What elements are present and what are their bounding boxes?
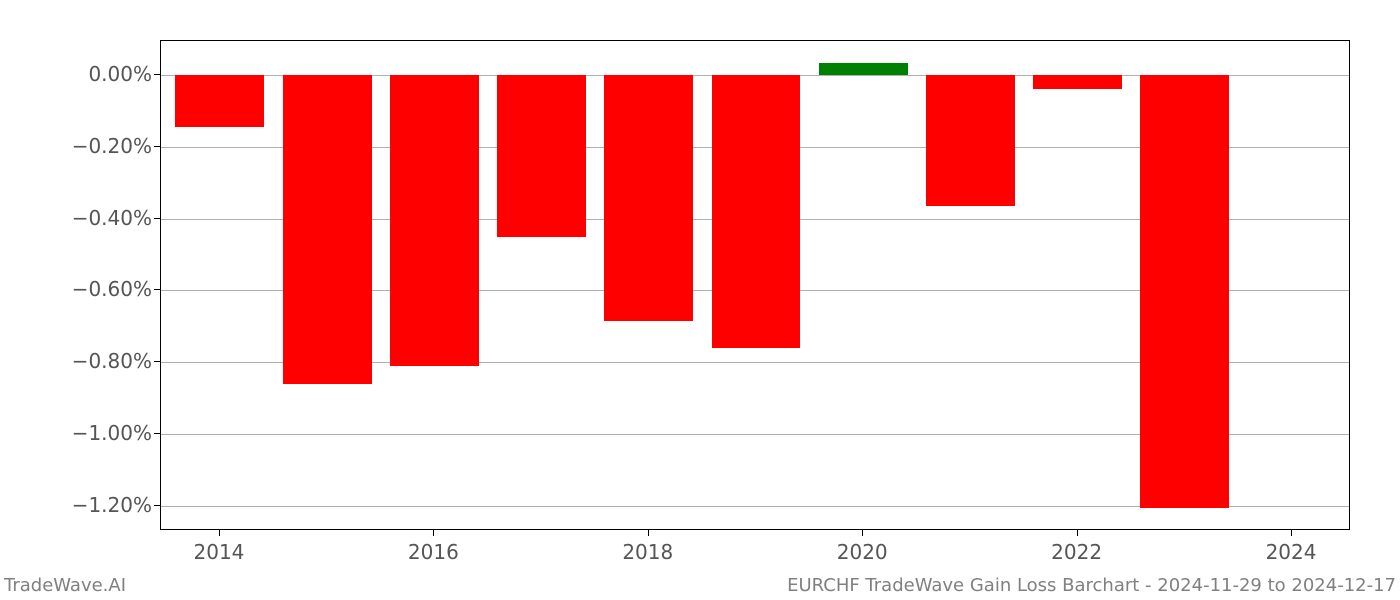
y-tick-label: −0.40% xyxy=(72,206,152,230)
y-tick-mark xyxy=(154,146,160,147)
y-tick-label: −0.20% xyxy=(72,134,152,158)
y-tick-mark xyxy=(154,74,160,75)
bar xyxy=(283,75,372,384)
y-tick-mark xyxy=(154,289,160,290)
bar xyxy=(926,75,1015,206)
x-tick-label: 2018 xyxy=(622,540,673,564)
y-tick-label: −0.60% xyxy=(72,277,152,301)
x-tick-mark xyxy=(219,530,220,536)
bar xyxy=(1033,75,1122,89)
bar xyxy=(819,63,908,76)
chart-plot-area xyxy=(160,40,1350,530)
x-tick-mark xyxy=(1077,530,1078,536)
x-tick-label: 2022 xyxy=(1051,540,1102,564)
bar xyxy=(175,75,264,127)
x-tick-mark xyxy=(862,530,863,536)
x-tick-label: 2016 xyxy=(408,540,459,564)
y-tick-label: −0.80% xyxy=(72,349,152,373)
footer-right-text: EURCHF TradeWave Gain Loss Barchart - 20… xyxy=(787,575,1396,596)
bar xyxy=(604,75,693,321)
x-tick-label: 2024 xyxy=(1266,540,1317,564)
bar xyxy=(1140,75,1229,508)
bar xyxy=(390,75,479,366)
y-tick-mark xyxy=(154,218,160,219)
x-tick-label: 2020 xyxy=(837,540,888,564)
x-tick-mark xyxy=(433,530,434,536)
y-tick-mark xyxy=(154,433,160,434)
footer-left-text: TradeWave.AI xyxy=(4,575,126,596)
y-tick-mark xyxy=(154,361,160,362)
y-tick-label: −1.00% xyxy=(72,421,152,445)
y-tick-label: 0.00% xyxy=(88,62,152,86)
bar xyxy=(497,75,586,237)
x-tick-mark xyxy=(648,530,649,536)
x-tick-mark xyxy=(1291,530,1292,536)
y-tick-label: −1.20% xyxy=(72,493,152,517)
y-tick-mark xyxy=(154,505,160,506)
bar xyxy=(712,75,801,348)
x-tick-label: 2014 xyxy=(194,540,245,564)
